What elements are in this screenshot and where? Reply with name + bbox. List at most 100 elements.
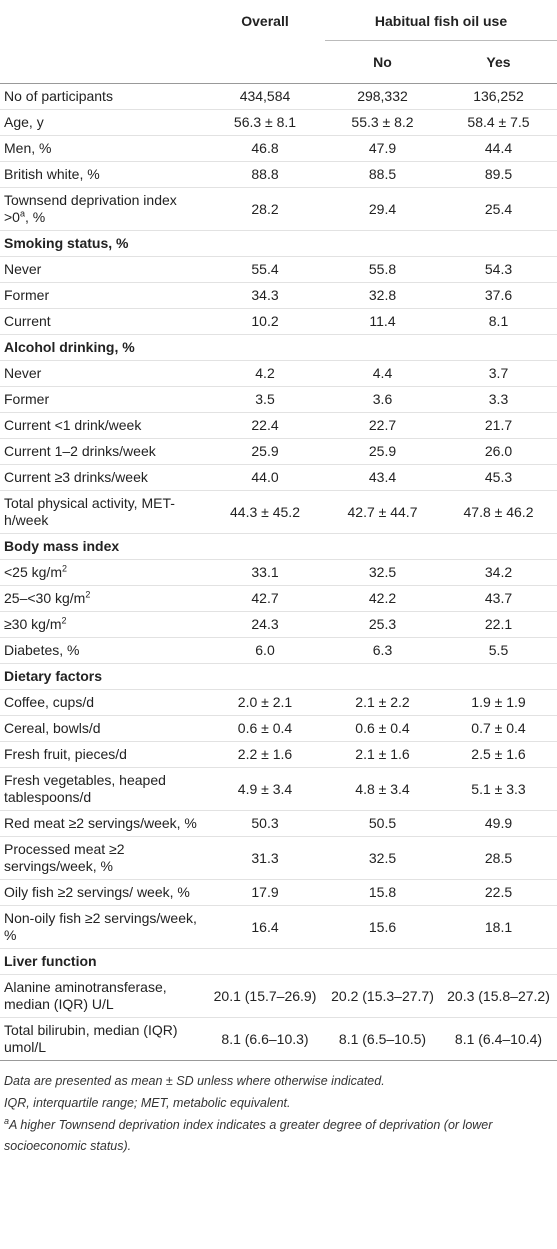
cell-value: 25.3	[368, 616, 397, 632]
data-row: Alanine aminotransferase, median (IQR) U…	[0, 974, 557, 1018]
data-row: Current 1–2 drinks/week 25.9 25.9 26.0	[0, 438, 557, 465]
cell-value: 44.0	[251, 469, 279, 485]
row-label: Never	[0, 361, 205, 387]
cell-value: 5.5	[488, 642, 509, 658]
text: Men, %	[4, 140, 52, 156]
cell-value: 37.6	[484, 287, 513, 303]
section-row: Dietary factors	[0, 663, 557, 690]
row-label: Processed meat ≥2 servings/week, %	[0, 837, 205, 880]
data-row: Men, % 46.8 47.9 44.4	[0, 135, 557, 162]
data-row: Age, y 56.3 ± 8.1 55.3 ± 8.2 58.4 ± 7.5	[0, 109, 557, 136]
row-label: Total bilirubin, median (IQR) umol/L	[0, 1018, 205, 1061]
data-table: Overall Habitual fish oil use No Yes No …	[0, 0, 557, 1061]
cell-value: 4.4	[372, 365, 393, 381]
cell-value: 55.3 ± 8.2	[351, 114, 414, 130]
cell-value: 1.9 ± 1.9	[471, 694, 526, 710]
row-label: <25 kg/m2	[0, 560, 205, 586]
cell-value: 22.4	[251, 417, 279, 433]
footnote: IQR, interquartile range; MET, metabolic…	[4, 1093, 553, 1114]
section-label: Body mass index	[4, 538, 120, 554]
header-cell	[0, 41, 205, 84]
cell-value: 43.7	[484, 590, 513, 606]
text: Former	[4, 391, 50, 407]
cell-value: 56.3 ± 8.1	[233, 114, 297, 130]
row-label: Townsend deprivation index >0a, %	[0, 188, 205, 231]
cell-value: 25.9	[251, 443, 279, 459]
cell-value: 8.1	[488, 313, 509, 329]
cell-value: 28.5	[484, 849, 513, 866]
superscript: a	[19, 208, 25, 219]
cell-value: 2.5 ± 1.6	[471, 746, 526, 762]
text: Diabetes, %	[4, 642, 80, 658]
text: Fresh fruit, pieces/d	[4, 746, 127, 762]
data-row: Current <1 drink/week 22.4 22.7 21.7	[0, 412, 557, 439]
cell-value: 32.5	[368, 849, 397, 866]
cell-value: 47.9	[368, 140, 397, 156]
cell-value: 3.6	[372, 391, 393, 407]
text: Current	[4, 313, 51, 329]
cell-value: 20.2 (15.3–27.7)	[331, 987, 434, 1004]
cell-value: 8.1 (6.6–10.3)	[221, 1030, 309, 1047]
superscript: 2	[61, 615, 67, 626]
text: Processed meat ≥2 servings/week, %	[4, 841, 125, 874]
text: Cereal, bowls/d	[4, 720, 101, 736]
header-cell	[0, 0, 205, 41]
data-row: Cereal, bowls/d 0.6 ± 0.4 0.6 ± 0.4 0.7 ± 0…	[0, 715, 557, 742]
row-label: No of participants	[0, 84, 205, 110]
text: British white, %	[4, 166, 100, 182]
text: Current 1–2 drinks/week	[4, 443, 156, 459]
cell-value: 17.9	[251, 884, 279, 900]
table-header: Overall Habitual fish oil use No Yes	[0, 0, 557, 84]
section-row: Alcohol drinking, %	[0, 334, 557, 361]
row-label: Coffee, cups/d	[0, 690, 205, 716]
cell-value: 42.7 ± 44.7	[347, 503, 418, 520]
row-label: Never	[0, 257, 205, 283]
cell-value: 46.8	[251, 140, 279, 156]
cell-value: 20.3 (15.8–27.2)	[447, 987, 550, 1004]
data-row: Fresh fruit, pieces/d 2.2 ± 1.6 2.1 ± 1.6 2…	[0, 741, 557, 768]
cell-value: 33.1	[251, 564, 279, 580]
cell-value: 32.5	[368, 564, 397, 580]
cell-value: 5.1 ± 3.3	[471, 780, 526, 797]
text: Total physical activity, MET-h/week	[4, 495, 175, 528]
cell-value: 136,252	[473, 88, 524, 104]
cell-value: 47.8 ± 46.2	[463, 503, 534, 520]
cell-value: 42.7	[251, 590, 279, 606]
cell-value: 45.3	[484, 469, 513, 485]
row-label: Fresh fruit, pieces/d	[0, 742, 205, 768]
row-label: 25–<30 kg/m2	[0, 586, 205, 612]
cell-value: 2.1 ± 2.2	[355, 694, 410, 710]
row-label: Cereal, bowls/d	[0, 716, 205, 742]
header-cell	[205, 41, 325, 84]
cell-value: 29.4	[368, 200, 397, 217]
footnote: Data are presented as mean ± SD unless w…	[4, 1071, 553, 1092]
row-label: Former	[0, 283, 205, 309]
header-cell: No	[373, 53, 392, 70]
superscript: 2	[85, 589, 91, 600]
text: ≥30 kg/m	[4, 616, 62, 632]
text: A higher Townsend deprivation index indi…	[4, 1118, 493, 1153]
row-label: Former	[0, 387, 205, 413]
text: Coffee, cups/d	[4, 694, 95, 710]
data-row: No of participants 434,584 298,332 136,252	[0, 83, 557, 110]
row-label: Men, %	[0, 136, 205, 162]
cell-value: 26.0	[484, 443, 513, 459]
row-label: Current 1–2 drinks/week	[0, 439, 205, 465]
text: Never	[4, 261, 42, 277]
cell-value: 3.7	[488, 365, 509, 381]
cell-value: 88.5	[368, 166, 397, 182]
cell-value: 44.3 ± 45.2	[230, 503, 300, 520]
text: No of participants	[4, 88, 113, 104]
cell-value: 42.2	[368, 590, 397, 606]
cell-value: 15.6	[368, 918, 397, 935]
data-row: Former 3.5 3.6 3.3	[0, 386, 557, 413]
cell-value: 22.1	[484, 616, 513, 632]
data-row: Processed meat ≥2 servings/week, % 31.3 32…	[0, 836, 557, 880]
cell-value: 28.2	[251, 200, 279, 217]
text: Fresh vegetables, heaped tablespoons/d	[4, 772, 166, 805]
text: Current ≥3 drinks/week	[4, 469, 148, 485]
data-row: Current ≥3 drinks/week 44.0 43.4 45.3	[0, 464, 557, 491]
data-row: ≥30 kg/m2 24.3 25.3 22.1	[0, 611, 557, 638]
data-row: Never 55.4 55.8 54.3	[0, 256, 557, 283]
